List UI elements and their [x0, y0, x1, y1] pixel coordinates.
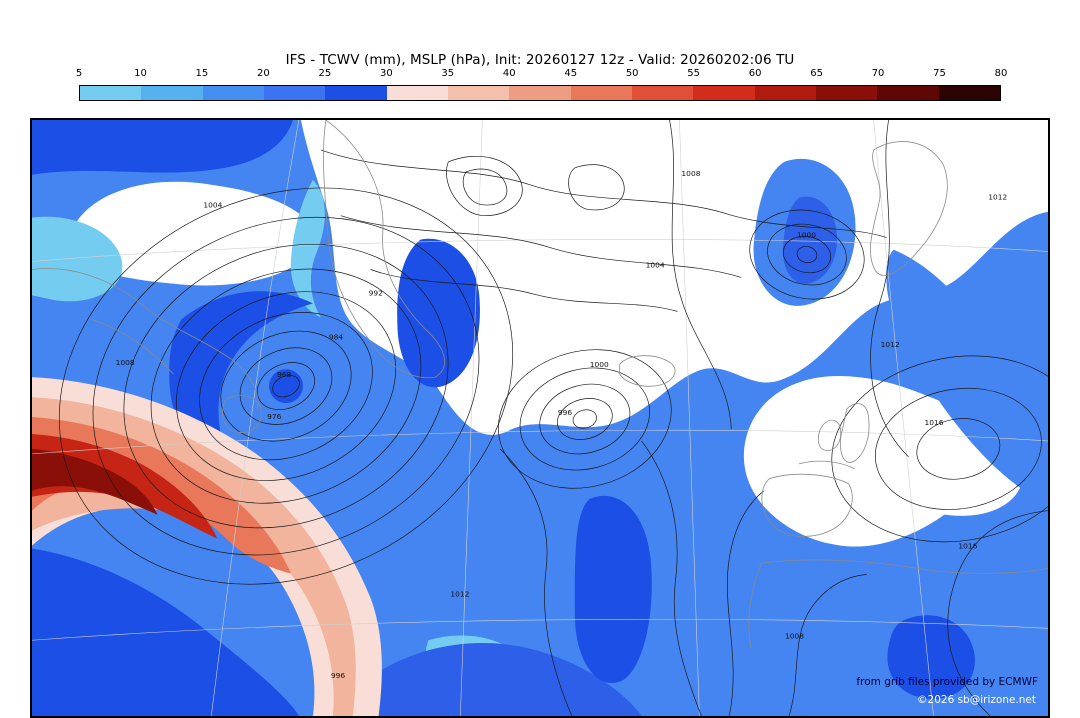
colorbar-segment	[325, 86, 387, 100]
isobar-pressure-label: 1008	[681, 169, 700, 178]
coast-france	[798, 460, 855, 470]
colorbar-tick-label: 55	[687, 68, 701, 79]
isobar-pressure-label: 1000	[590, 360, 609, 369]
colorbar-tick-label: 65	[810, 68, 823, 79]
isobar-pressure-label: 1004	[646, 261, 665, 270]
dry-region-arctic	[300, 120, 1048, 435]
colorbar-segment	[141, 86, 203, 100]
isobar-pressure-label: 1008	[116, 358, 135, 367]
colorbar-tick-label: 60	[748, 68, 762, 79]
light-moisture-patch	[290, 179, 325, 318]
credit-copyright: ©2026 sb@irizone.net	[917, 694, 1036, 706]
coast-greenland	[323, 120, 445, 379]
colorbar	[79, 85, 1001, 101]
norwegian-sea-core	[782, 196, 838, 284]
top-left-deep-band	[32, 120, 293, 175]
isobar-pressure-label: 984	[329, 332, 343, 341]
colorbar-tick-label: 30	[379, 68, 393, 79]
credit-source: from grib files provided by ECMWF	[856, 676, 1038, 688]
southeast-deep-blob	[887, 615, 975, 700]
isobar-labels: 968 976 984 992 996 1000 1004 1008 1004 1008 1012 1…	[116, 169, 1008, 680]
colorbar-tick-label: 45	[564, 68, 578, 79]
coast-ireland	[817, 419, 842, 451]
coast-iceland	[619, 355, 676, 387]
colorbar-tick-label: 70	[871, 68, 885, 79]
colorbar-tick-label: 40	[502, 68, 516, 79]
isobar-pressure-label: 1016	[924, 418, 943, 427]
isobar-pressure-label: 1012	[988, 193, 1007, 202]
high-pressure-isobars	[831, 355, 1048, 543]
colorbar-segment	[877, 86, 939, 100]
colorbar-tick-label: 15	[195, 68, 209, 79]
isobar-pressure-label: 996	[558, 408, 572, 417]
colorbar-segment	[263, 86, 326, 100]
storm-core	[269, 369, 303, 404]
colorbar-tick-label: 10	[134, 68, 147, 79]
colorbar-segment	[754, 86, 816, 100]
coast-labrador-inner	[91, 318, 174, 375]
isobar-pressure-label: 1016	[958, 542, 977, 551]
weather-map: 968 976 984 992 996 1000 1004 1008 1004 1008 1012 1…	[30, 118, 1050, 718]
colorbar-segment	[938, 86, 1000, 100]
colorbar-tick-label: 5	[75, 68, 83, 79]
colorbar-ticks: 5 10 15 20 25 30 35 40 45 50 55 60 65 70 75 80	[75, 68, 1008, 81]
colorbar-segment	[815, 86, 878, 100]
isobars	[58, 120, 1048, 716]
colorbar-segment	[509, 86, 571, 100]
colorbar-tick-label: 75	[933, 68, 946, 79]
isobar-pressure-label: 976	[267, 412, 281, 421]
coast-iberia	[761, 473, 853, 537]
colorbar-segment	[447, 86, 510, 100]
coastlines	[32, 120, 1048, 649]
norwegian-low-isobars	[749, 209, 865, 300]
isobar-pressure-label: 968	[277, 370, 291, 379]
chart-title: IFS - TCWV (mm), MSLP (hPa), Init: 20260…	[285, 52, 795, 68]
south-moisture-band	[330, 643, 642, 716]
isobar-pressure-label: 1000	[797, 231, 816, 240]
main-low-isobars	[58, 187, 514, 585]
dry-region-canada	[70, 181, 314, 286]
graticule	[32, 120, 1048, 716]
comma-head-deep	[397, 238, 480, 388]
isobar-pressure-label: 1008	[785, 631, 804, 640]
colorbar-segment	[80, 86, 142, 100]
coast-morocco	[748, 564, 762, 649]
colorbar-segment	[693, 86, 755, 100]
coast-scandinavia	[870, 141, 948, 276]
moisture-shading	[32, 120, 1048, 716]
map-canvas: 968 976 984 992 996 1000 1004 1008 1004 1008 1012 1…	[32, 120, 1048, 716]
colorbar-tick-label: 35	[441, 68, 455, 79]
light-moisture-patch	[32, 216, 123, 302]
east-moisture-band	[886, 249, 1048, 504]
coast-labrador	[32, 268, 259, 410]
colorbar-segment	[386, 86, 448, 100]
colorbar-segment	[202, 86, 264, 100]
colorbar-tick-label: 20	[257, 68, 270, 79]
southwest-deep-wedge	[32, 548, 299, 716]
humid-band-core	[32, 448, 158, 515]
secondary-low-isobars	[498, 349, 672, 489]
coast-north-africa	[759, 559, 1048, 574]
isobar-pressure-label: 1004	[203, 201, 222, 210]
coast-newfoundland	[222, 395, 262, 433]
isobar-pressure-label: 1012	[450, 589, 469, 598]
isobar-pressure-label: 992	[369, 288, 383, 297]
colorbar-tick-label: 50	[625, 68, 639, 79]
central-deep-streak	[574, 495, 652, 683]
isobar-pressure-label: 996	[331, 671, 345, 680]
coast-britain	[840, 403, 870, 463]
colorbar-tick-label: 80	[994, 68, 1008, 79]
colorbar-segment	[570, 86, 632, 100]
isobar-pressure-label: 1012	[881, 340, 900, 349]
colorbar-segment	[631, 86, 694, 100]
colorbar-tick-label: 25	[318, 68, 332, 79]
